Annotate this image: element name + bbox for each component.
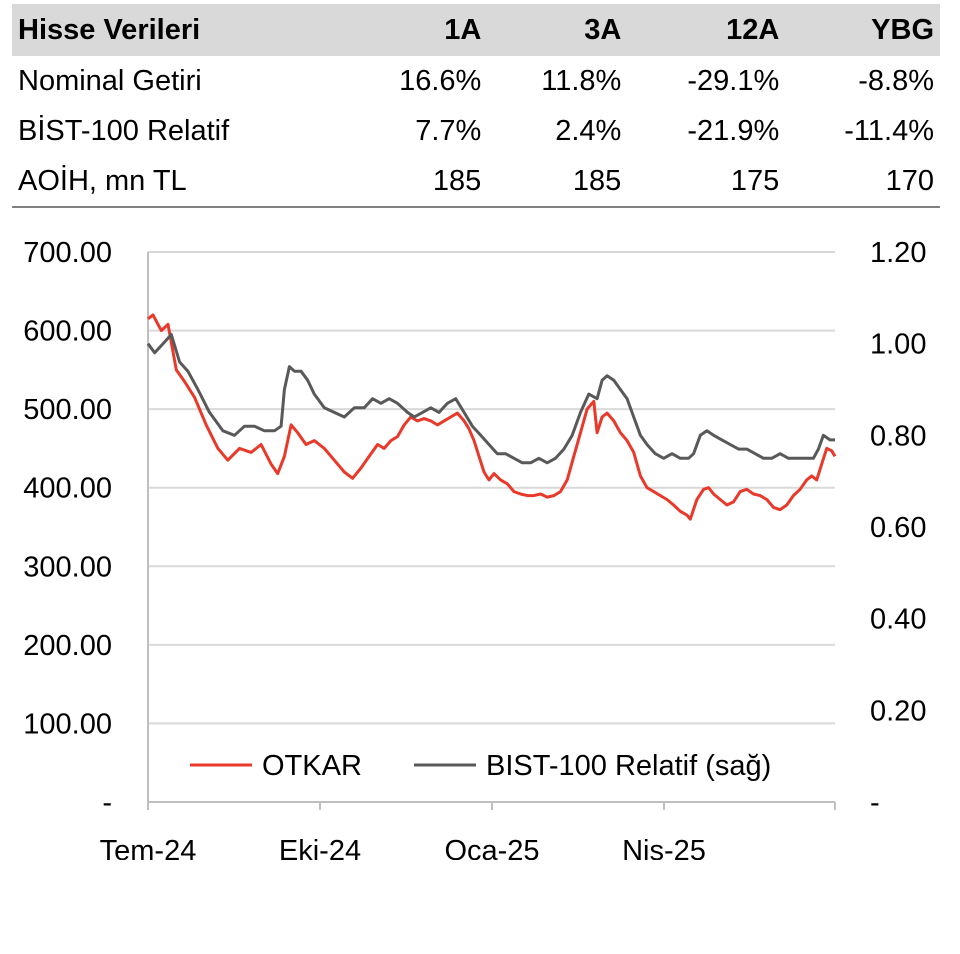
table-cell: -11.4% — [844, 114, 934, 147]
table-cell: 7.7% — [415, 114, 482, 147]
table-row: AOİH, mn TL 185 185 175 170 — [12, 156, 940, 208]
row-label: Nominal Getiri — [18, 64, 202, 97]
table-row: Nominal Getiri 16.6% 11.8% -29.1% -8.8% — [12, 56, 940, 106]
y-right-tick-label: 0.80 — [870, 420, 926, 452]
y-left-tick-label: 100.00 — [23, 708, 112, 740]
table-cell: 175 — [627, 156, 786, 208]
legend: OTKAR BIST-100 Relatif (sağ) — [190, 750, 771, 782]
table-cell: 185 — [487, 156, 628, 208]
row-label: BİST-100 Relatif — [18, 114, 230, 147]
series-line-otkar — [147, 313, 837, 521]
table-cell: -8.8% — [858, 64, 934, 97]
x-tick-label: Nis-25 — [622, 835, 706, 860]
y-left-tick-label: 500.00 — [23, 394, 112, 426]
x-tick-label: Oca-25 — [444, 835, 539, 860]
y-left-tick-label: 600.00 — [23, 316, 112, 348]
table-header-ybg: YBG — [785, 4, 940, 56]
y-right-tick-label: 1.20 — [870, 237, 926, 269]
table-header-3a: 3A — [487, 4, 628, 56]
table-cell: 11.8% — [541, 64, 622, 97]
series-lines — [146, 313, 837, 521]
axis-ticks: - 100.00 200.00 300.00 400.00 500.00 600.00 700… — [23, 237, 926, 860]
table-header-1a: 1A — [344, 4, 488, 56]
table-row: BİST-100 Relatif 7.7% 2.4% -21.9% -11.4% — [12, 106, 940, 156]
y-right-tick-label: 0.40 — [870, 604, 926, 636]
x-tick-label: Tem-24 — [100, 835, 197, 860]
y-right-tick-label: 0.60 — [870, 512, 926, 544]
y-right-tick-label: 0.20 — [870, 695, 926, 727]
table-cell: 16.6% — [399, 64, 482, 97]
table-cell: -21.9% — [687, 114, 780, 147]
y-left-tick-label: 300.00 — [23, 551, 112, 583]
table-header-row: Hisse Verileri 1A 3A 12A YBG — [12, 4, 940, 56]
stock-data-table: Hisse Verileri 1A 3A 12A YBG Nominal Get… — [12, 4, 940, 208]
y-left-tick-label: 700.00 — [23, 237, 112, 269]
table-header-12a: 12A — [627, 4, 786, 56]
x-tick-label: Eki-24 — [279, 835, 361, 860]
table-cell: 185 — [344, 156, 488, 208]
y-right-tick-label: - — [870, 787, 880, 819]
legend-label-otkar: OTKAR — [262, 750, 362, 782]
gridlines — [148, 251, 835, 725]
table-cell: 2.4% — [555, 114, 622, 147]
y-left-tick-label: 400.00 — [23, 473, 112, 505]
y-left-tick-label: - — [102, 787, 112, 819]
table-header-title: Hisse Verileri — [12, 4, 344, 56]
table-cell: 170 — [785, 156, 940, 208]
y-left-tick-label: 200.00 — [23, 630, 112, 662]
price-chart: - 100.00 200.00 300.00 400.00 500.00 600.00 700… — [23, 237, 926, 860]
series-line-bist100-relatif — [146, 333, 835, 465]
table-cell: -29.1% — [687, 64, 780, 97]
y-right-tick-label: 1.00 — [870, 329, 926, 361]
row-label: AOİH, mn TL — [12, 156, 344, 208]
legend-label-bist: BIST-100 Relatif (sağ) — [486, 750, 771, 782]
